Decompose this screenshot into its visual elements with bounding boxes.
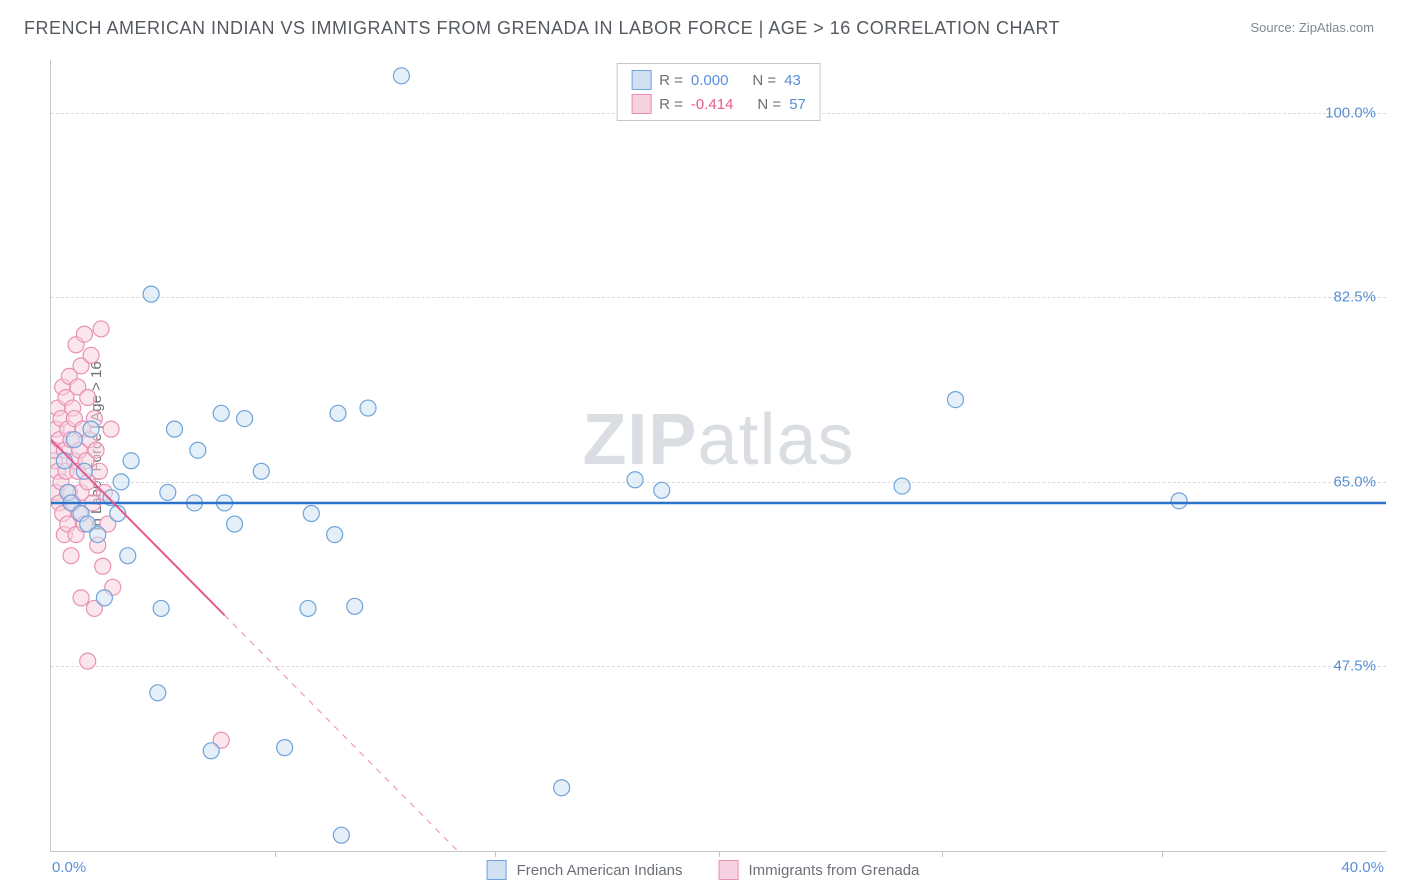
scatter-svg	[51, 60, 1386, 851]
n-value-2: 57	[789, 96, 806, 113]
legend-row-series1: R = 0.000 N = 43	[631, 68, 806, 92]
legend-item-1: French American Indians	[487, 860, 683, 880]
r-value-2: -0.414	[691, 96, 734, 113]
legend-swatch-pink	[631, 94, 651, 114]
x-tick-max: 40.0%	[1341, 859, 1384, 876]
legend-item-2: Immigrants from Grenada	[719, 860, 920, 880]
n-label: N =	[752, 72, 776, 89]
legend-swatch-blue	[487, 860, 507, 880]
r-label: R =	[659, 72, 683, 89]
legend-label-2: Immigrants from Grenada	[749, 862, 920, 879]
r-value-1: 0.000	[691, 72, 729, 89]
chart-title: FRENCH AMERICAN INDIAN VS IMMIGRANTS FRO…	[24, 18, 1060, 39]
correlation-legend: R = 0.000 N = 43 R = -0.414 N = 57	[616, 63, 821, 121]
source-attribution: Source: ZipAtlas.com	[1250, 20, 1374, 35]
legend-row-series2: R = -0.414 N = 57	[631, 92, 806, 116]
series-legend: French American Indians Immigrants from …	[487, 860, 920, 880]
legend-swatch-pink	[719, 860, 739, 880]
source-prefix: Source:	[1250, 20, 1298, 35]
n-label: N =	[757, 96, 781, 113]
source-link[interactable]: ZipAtlas.com	[1299, 20, 1374, 35]
legend-label-1: French American Indians	[517, 862, 683, 879]
x-tick-min: 0.0%	[52, 859, 86, 876]
n-value-1: 43	[784, 72, 801, 89]
chart-plot-area: ZIPatlas R = 0.000 N = 43 R = -0.414 N =…	[50, 60, 1386, 852]
legend-swatch-blue	[631, 70, 651, 90]
r-label: R =	[659, 96, 683, 113]
